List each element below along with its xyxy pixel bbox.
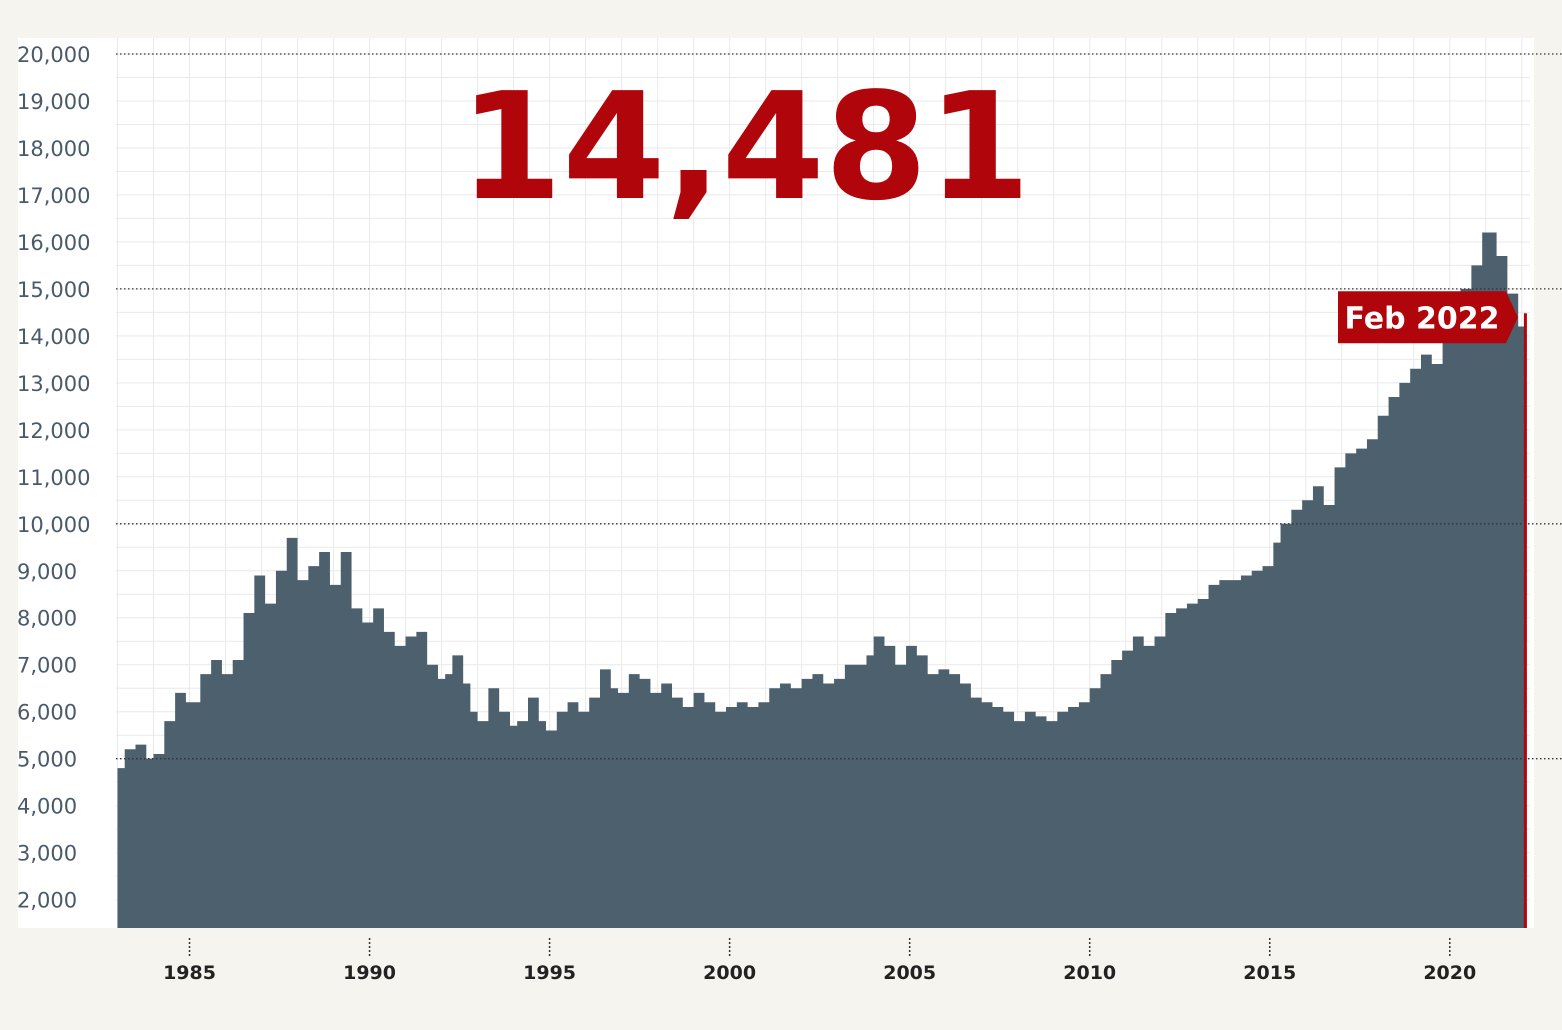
y-tick-label: 2,000	[17, 889, 77, 913]
y-tick-label: 11,000	[17, 466, 90, 490]
badge-shape	[1338, 291, 1518, 344]
y-tick-label: 15,000	[17, 278, 90, 302]
y-tick-label: 14,000	[17, 325, 90, 349]
x-tick-label: 2000	[703, 962, 756, 984]
y-tick-label: 20,000	[17, 43, 90, 67]
y-tick-label: 13,000	[17, 372, 90, 396]
y-tick-label: 4,000	[17, 795, 77, 819]
latest-period-badge: Feb 2022	[1338, 291, 1518, 344]
y-tick-label: 9,000	[17, 560, 77, 584]
y-tick-label: 17,000	[17, 184, 90, 208]
x-tick-label: 2005	[883, 962, 936, 984]
y-tick-label: 5,000	[17, 748, 77, 772]
headline-value: 14,481	[459, 61, 1030, 233]
x-tick-label: 2020	[1423, 962, 1476, 984]
major-gridlines	[116, 53, 1562, 760]
x-tick-label: 1995	[523, 962, 576, 984]
y-tick-label: 10,000	[17, 513, 90, 537]
y-tick-label: 8,000	[17, 607, 77, 631]
series-area	[117, 232, 1526, 928]
y-axis: 20,000 19,000 18,000 17,000 16,000 15,000 14,0…	[17, 43, 90, 913]
x-axis: 1985 1990 1995 2000 2005 2010 2015 2020	[163, 938, 1476, 984]
y-tick-label: 3,000	[17, 842, 77, 866]
y-tick-label: 7,000	[17, 654, 77, 678]
x-tick-label: 2010	[1063, 962, 1116, 984]
y-tick-label: 19,000	[17, 90, 90, 114]
x-tick-label: 2015	[1243, 962, 1296, 984]
x-tick-label: 1990	[343, 962, 396, 984]
y-tick-label: 12,000	[17, 419, 90, 443]
latest-period-label: Feb 2022	[1344, 301, 1499, 336]
y-tick-label: 6,000	[17, 701, 77, 725]
y-tick-label: 16,000	[17, 231, 90, 255]
y-tick-label: 18,000	[17, 137, 90, 161]
x-tick-label: 1985	[163, 962, 216, 984]
